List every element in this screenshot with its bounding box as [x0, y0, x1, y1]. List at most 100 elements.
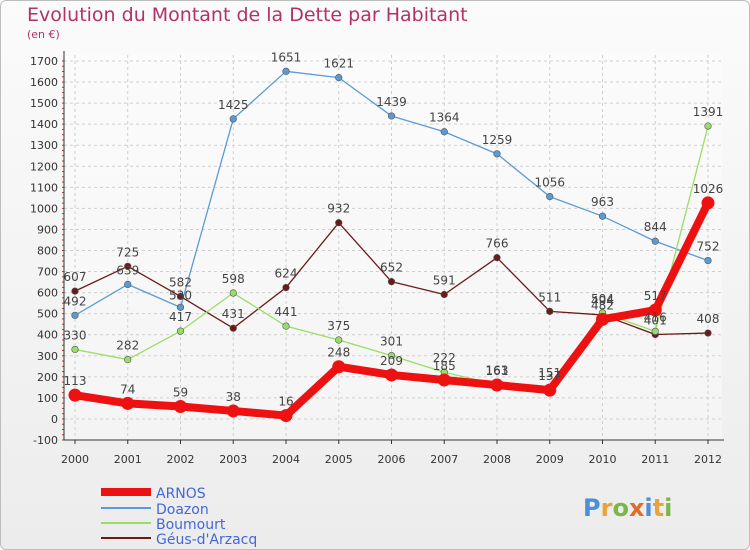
data-label: 1026	[693, 182, 724, 196]
data-label: 185	[433, 359, 456, 373]
data-point	[335, 336, 343, 344]
y-tick-label: 100	[37, 392, 58, 405]
data-point	[71, 345, 79, 354]
data-label: 416	[644, 310, 667, 324]
legend-label: Doazon	[156, 502, 209, 518]
data-label: 511	[538, 290, 561, 304]
x-tick-label: 2012	[694, 453, 722, 466]
data-point	[598, 212, 607, 220]
data-point	[596, 312, 609, 326]
data-point	[71, 311, 79, 319]
y-tick-label: 1700	[30, 55, 58, 68]
logo-letter: P	[583, 494, 601, 522]
logo-letter: t	[653, 494, 664, 522]
data-label: 963	[591, 195, 614, 209]
x-tick-label: 2007	[430, 453, 458, 466]
data-point	[493, 254, 501, 262]
data-point	[229, 324, 237, 332]
data-label: 417	[169, 310, 192, 324]
data-label: 1259	[482, 133, 513, 147]
data-point	[546, 307, 554, 315]
data-point	[387, 278, 396, 286]
x-tick-label: 2003	[219, 453, 247, 466]
data-point	[704, 329, 712, 337]
data-point	[651, 327, 659, 335]
data-label: 652	[380, 261, 403, 275]
data-label: 1364	[429, 111, 460, 125]
y-tick-label: 0	[51, 413, 58, 426]
x-tick-label: 2009	[536, 453, 564, 466]
data-label: 282	[116, 339, 139, 353]
y-tick-label: 900	[37, 223, 58, 236]
data-label: 222	[433, 351, 456, 365]
data-label: 598	[222, 272, 245, 286]
x-tick-label: 2011	[641, 453, 669, 466]
data-point	[335, 219, 343, 227]
proxiti-logo: Proxiti	[583, 494, 672, 522]
data-point	[124, 262, 132, 270]
data-point	[71, 287, 79, 295]
y-tick-label: 1100	[30, 181, 58, 194]
data-label: 151	[538, 366, 561, 380]
y-tick-label: 1200	[30, 160, 58, 173]
data-label: 504	[591, 292, 614, 306]
data-point	[174, 400, 187, 414]
data-point	[546, 192, 554, 201]
data-point	[124, 280, 132, 288]
data-label: 607	[64, 270, 87, 284]
x-tick-label: 2008	[483, 453, 511, 466]
data-label: 492	[64, 294, 87, 308]
data-label: 248	[327, 346, 350, 360]
logo-letter: r	[601, 494, 613, 522]
y-tick-label: 1000	[30, 202, 58, 215]
data-point	[437, 373, 451, 387]
data-label: 591	[433, 274, 456, 288]
data-point	[68, 388, 82, 402]
series-layer	[68, 67, 715, 423]
data-labels: 492 639 530 1425 1651 1621 1439 1364 1259 1056 963…	[64, 50, 724, 408]
data-point	[332, 360, 346, 374]
data-label: 1621	[323, 57, 354, 71]
data-point	[387, 351, 396, 360]
logo-text: Proxiti	[583, 494, 672, 522]
data-label: 113	[64, 374, 87, 388]
x-tick-label: 2006	[378, 453, 406, 466]
data-label: 844	[644, 220, 667, 234]
data-point	[704, 122, 712, 130]
data-label: 441	[275, 305, 298, 319]
x-tick-label: 2002	[167, 453, 195, 466]
data-point	[229, 289, 237, 297]
data-point	[121, 396, 135, 410]
data-label: 517	[644, 289, 667, 303]
data-point	[651, 237, 659, 245]
data-point	[176, 303, 185, 311]
data-point	[124, 355, 132, 364]
data-point	[176, 292, 185, 301]
data-label: 1391	[693, 105, 724, 119]
y-tick-label: 200	[37, 371, 58, 384]
data-point	[282, 283, 290, 292]
data-label: 766	[486, 237, 509, 251]
x-tick-label: 2004	[272, 453, 300, 466]
x-tick-label: 2000	[61, 453, 89, 466]
data-label: 74	[120, 382, 135, 396]
logo-letter: x	[629, 494, 645, 522]
legend-label: Géus-d'Arzacq	[156, 532, 257, 548]
data-label: 482	[591, 298, 614, 312]
data-point	[282, 67, 290, 75]
data-point	[701, 196, 715, 210]
y-tick-label: 800	[37, 245, 58, 258]
logo-letter: i	[664, 494, 672, 522]
y-tick-label: 1400	[30, 118, 58, 131]
data-label: 1439	[376, 95, 407, 109]
data-label: 16	[278, 395, 293, 409]
data-label: 1056	[534, 176, 565, 190]
x-tick-label: 2001	[114, 453, 142, 466]
data-point	[335, 74, 343, 82]
y-tick-label: 400	[37, 329, 58, 342]
data-label: 1651	[271, 50, 302, 64]
y-tick-label: 700	[37, 266, 58, 279]
data-point	[493, 150, 501, 158]
